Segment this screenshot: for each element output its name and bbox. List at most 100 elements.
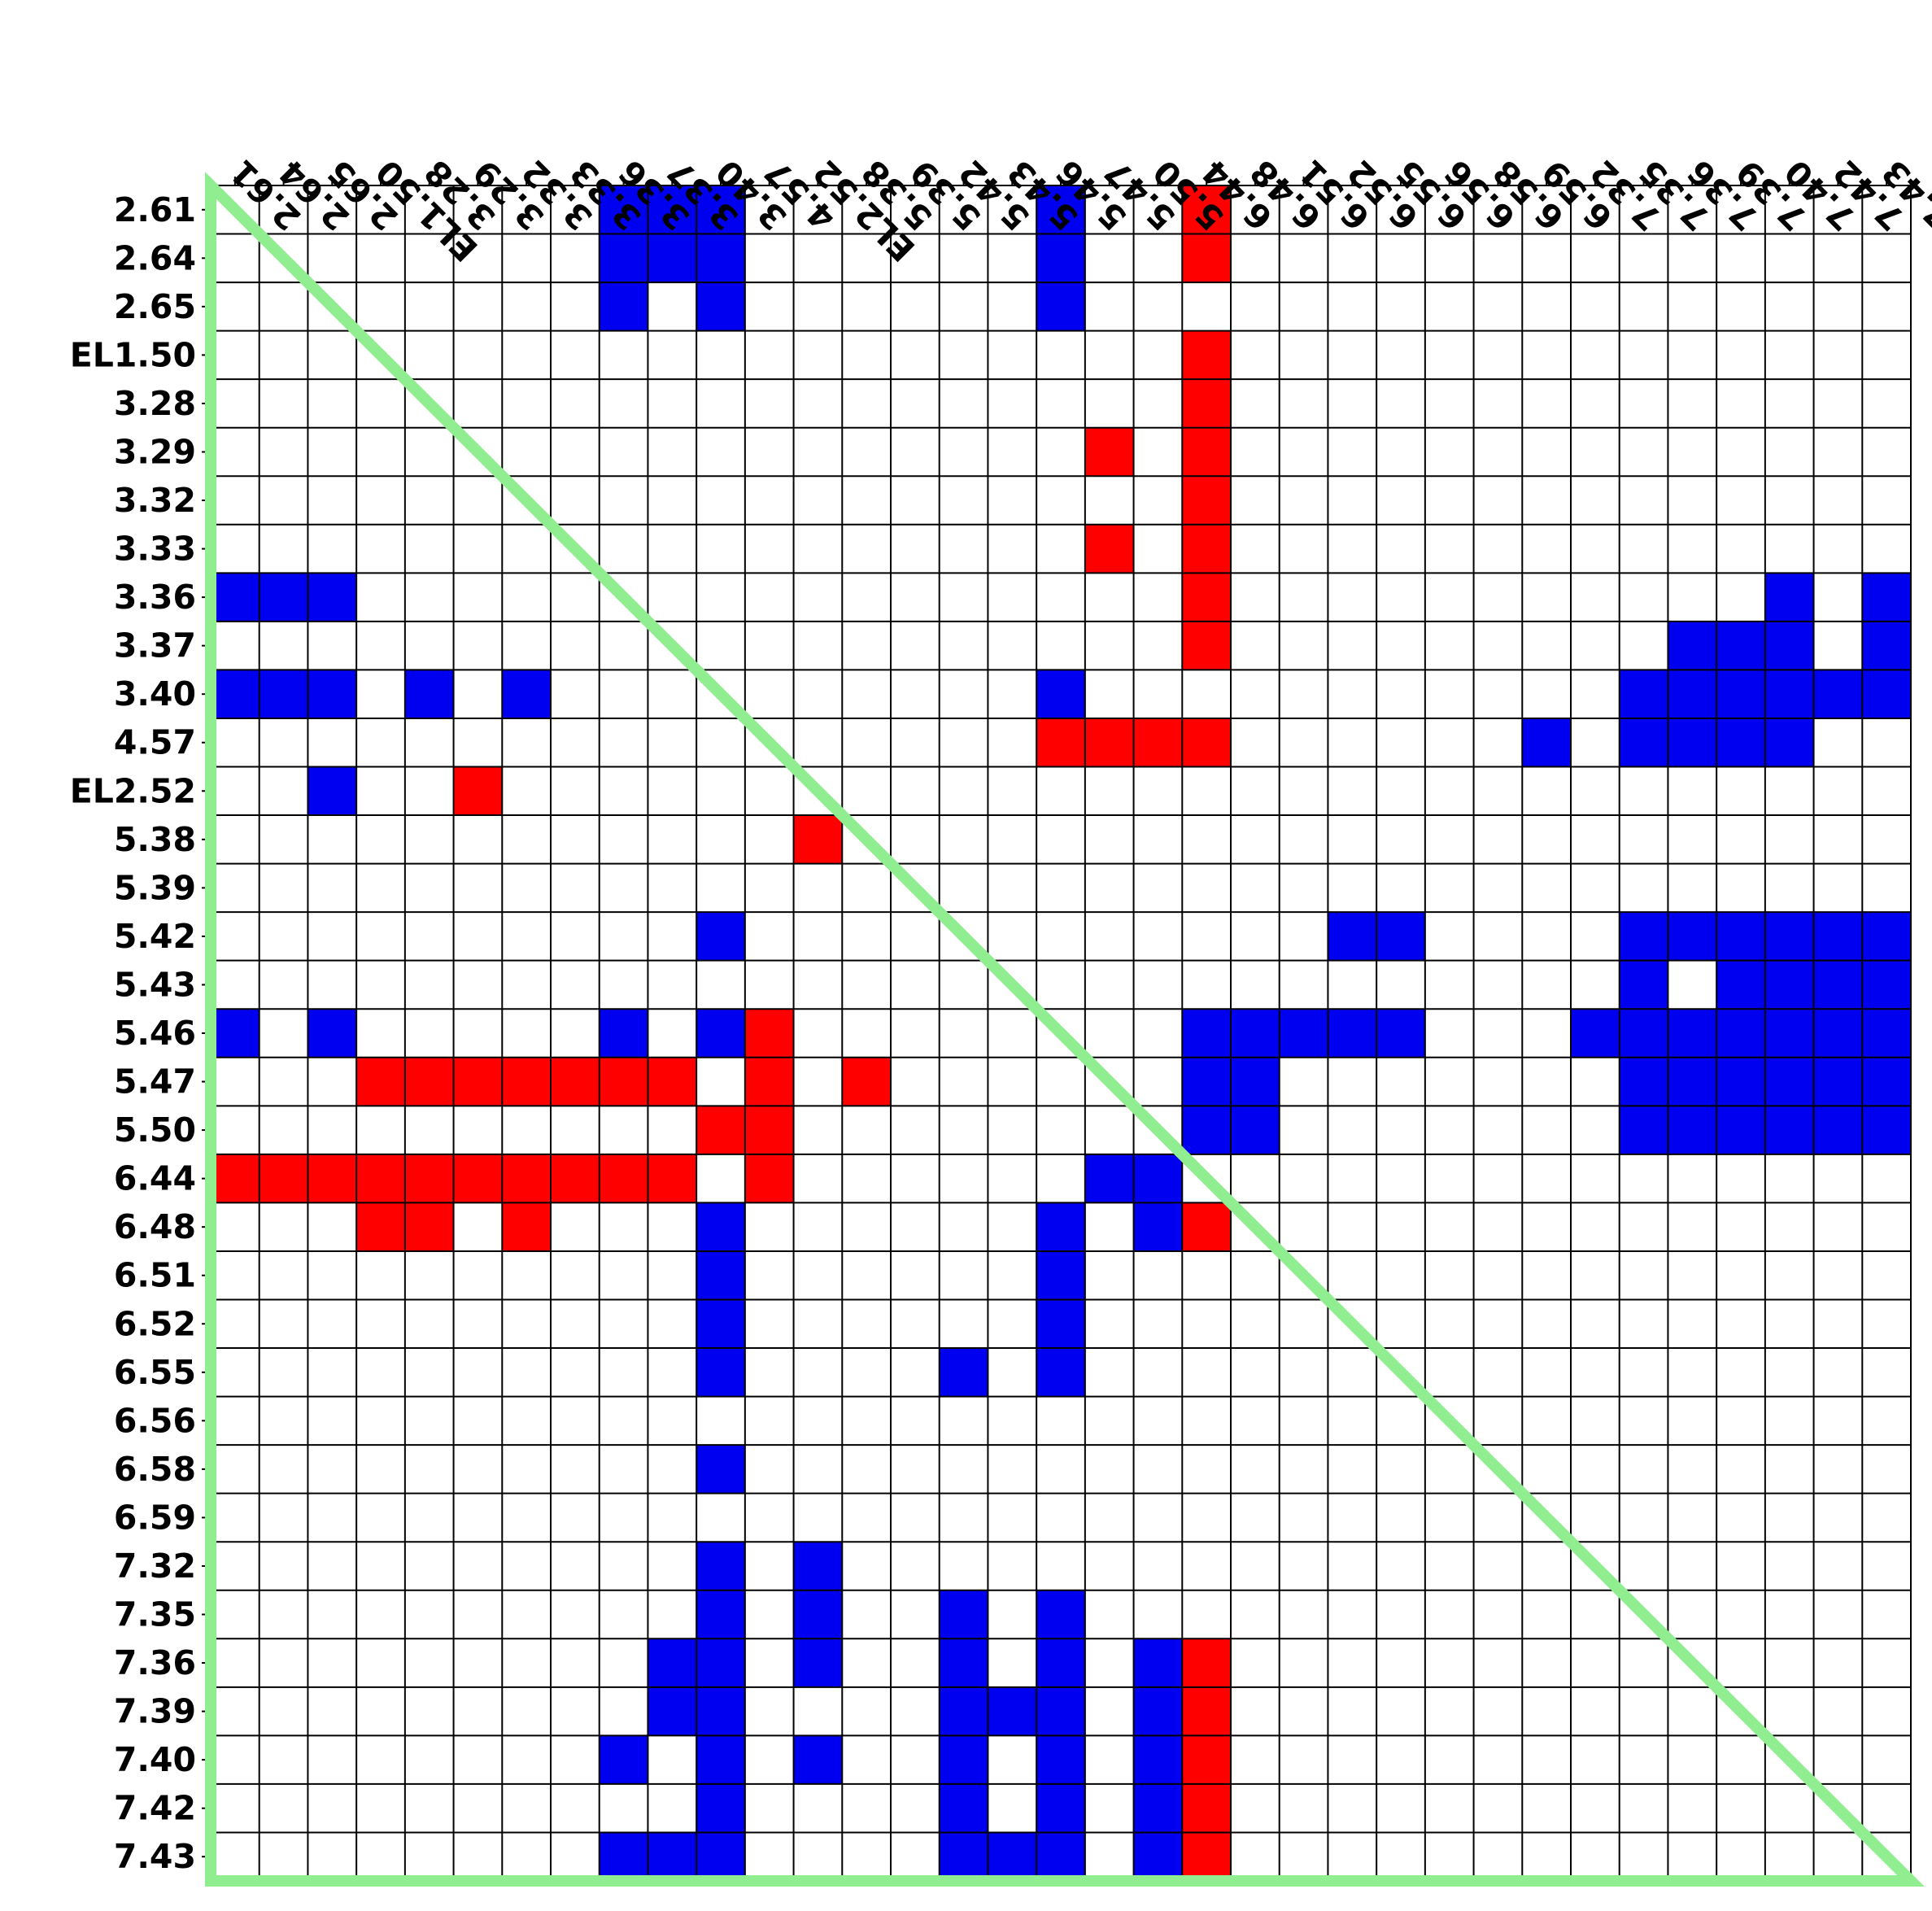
- heatmap-cell: [842, 960, 891, 1010]
- heatmap-cell: [1084, 718, 1134, 767]
- heatmap-cell: [1328, 1154, 1377, 1203]
- heatmap-cell: [1133, 960, 1183, 1010]
- heatmap-cell: [648, 1348, 697, 1397]
- heatmap-cell: [1619, 1783, 1668, 1833]
- heatmap-cell: [307, 476, 357, 525]
- heatmap-cell: [842, 1493, 891, 1542]
- heatmap-cell: [1424, 1202, 1474, 1251]
- heatmap-cell: [1376, 621, 1425, 670]
- heatmap-cell: [1764, 621, 1814, 670]
- heatmap-cell: [1619, 1250, 1668, 1300]
- heatmap-cell: [1231, 330, 1280, 380]
- heatmap-cell: [1424, 573, 1474, 622]
- heatmap-cell: [891, 1299, 940, 1349]
- heatmap-cell: [502, 1057, 551, 1106]
- heatmap-cell: [842, 1832, 891, 1881]
- heatmap-cell: [1522, 379, 1571, 428]
- heatmap-cell: [1522, 1445, 1571, 1494]
- heatmap-cell: [1084, 185, 1134, 234]
- heatmap-cell: [1231, 1299, 1280, 1349]
- heatmap-cell: [1133, 379, 1183, 428]
- y-tick-label: 5.42: [114, 917, 196, 956]
- heatmap-cell: [1668, 1106, 1717, 1154]
- heatmap-cell: [1231, 960, 1280, 1010]
- heatmap-cell: [1668, 1057, 1717, 1106]
- heatmap-cell: [744, 379, 794, 428]
- heatmap-cell: [502, 1542, 551, 1590]
- heatmap-cell: [1036, 621, 1085, 670]
- heatmap-cell: [1424, 427, 1474, 477]
- heatmap-cell: [1424, 1735, 1474, 1784]
- heatmap-cell: [1473, 1686, 1523, 1736]
- heatmap-cell: [1084, 670, 1134, 718]
- heatmap-cell: [648, 1299, 697, 1349]
- heatmap-cell: [551, 1445, 600, 1494]
- y-tick-label: 7.36: [114, 1643, 196, 1682]
- heatmap-cell: [259, 1106, 308, 1154]
- heatmap-cell: [744, 233, 794, 283]
- heatmap-cell: [988, 621, 1037, 670]
- heatmap-cell: [551, 1493, 600, 1542]
- heatmap-cell: [1231, 1396, 1280, 1446]
- heatmap-cell: [1231, 1590, 1280, 1639]
- heatmap-cell: [1571, 379, 1620, 428]
- heatmap-cell: [842, 379, 891, 428]
- heatmap-cell: [1571, 1348, 1620, 1397]
- heatmap-cell: [1084, 282, 1134, 331]
- heatmap-cell: [453, 912, 503, 961]
- heatmap-cell: [211, 233, 259, 283]
- y-tick-label: 6.59: [114, 1498, 196, 1537]
- heatmap-cell: [307, 766, 357, 816]
- heatmap-cell: [793, 863, 843, 913]
- heatmap-cell: [939, 1445, 988, 1494]
- heatmap-cell: [259, 1445, 308, 1494]
- heatmap-cell: [356, 766, 405, 816]
- heatmap-cell: [891, 476, 940, 525]
- heatmap-cell: [307, 233, 357, 283]
- heatmap-cell: [1813, 1542, 1863, 1590]
- heatmap-cell: [1328, 1542, 1377, 1590]
- heatmap-cell: [211, 815, 259, 864]
- heatmap-cell: [1424, 670, 1474, 718]
- y-tick-label: 6.58: [114, 1450, 196, 1489]
- heatmap-cell: [1133, 330, 1183, 380]
- heatmap-cell: [648, 863, 697, 913]
- heatmap-cell: [1571, 1686, 1620, 1736]
- heatmap-cell: [404, 1590, 454, 1639]
- heatmap-cell: [1036, 670, 1085, 718]
- heatmap-cell: [648, 1154, 697, 1203]
- heatmap-cell: [1522, 960, 1571, 1010]
- heatmap-cell: [551, 1250, 600, 1300]
- x-axis-ticks: [233, 177, 1888, 185]
- heatmap-cell: [1668, 233, 1717, 283]
- heatmap-cell: [793, 912, 843, 961]
- heatmap-cell: [211, 1735, 259, 1784]
- heatmap-cell: [939, 427, 988, 477]
- heatmap-cell: [793, 427, 843, 477]
- heatmap-cell: [1084, 1396, 1134, 1446]
- heatmap-cell: [1182, 863, 1231, 913]
- heatmap-cell: [502, 1154, 551, 1203]
- heatmap-cell: [1571, 573, 1620, 622]
- heatmap-cell: [891, 1590, 940, 1639]
- heatmap-cell: [1716, 912, 1765, 961]
- heatmap-cell: [1279, 1057, 1328, 1106]
- heatmap-cell: [696, 330, 745, 380]
- heatmap-cell: [1279, 1686, 1328, 1736]
- heatmap-cell: [356, 1154, 405, 1203]
- heatmap-cell: [891, 1445, 940, 1494]
- heatmap-cell: [453, 379, 503, 428]
- heatmap-cell: [1279, 427, 1328, 477]
- y-tick-label: 3.40: [114, 674, 196, 713]
- heatmap-cell: [1279, 573, 1328, 622]
- heatmap-cell: [551, 379, 600, 428]
- heatmap-cell: [1182, 524, 1231, 574]
- heatmap-cell: [502, 621, 551, 670]
- heatmap-cell: [453, 1202, 503, 1251]
- heatmap-cell: [404, 1106, 454, 1154]
- heatmap-cell: [1862, 330, 1911, 380]
- heatmap-cell: [1473, 670, 1523, 718]
- heatmap-cell: [1473, 1250, 1523, 1300]
- heatmap-cell: [404, 282, 454, 331]
- heatmap-cell: [648, 573, 697, 622]
